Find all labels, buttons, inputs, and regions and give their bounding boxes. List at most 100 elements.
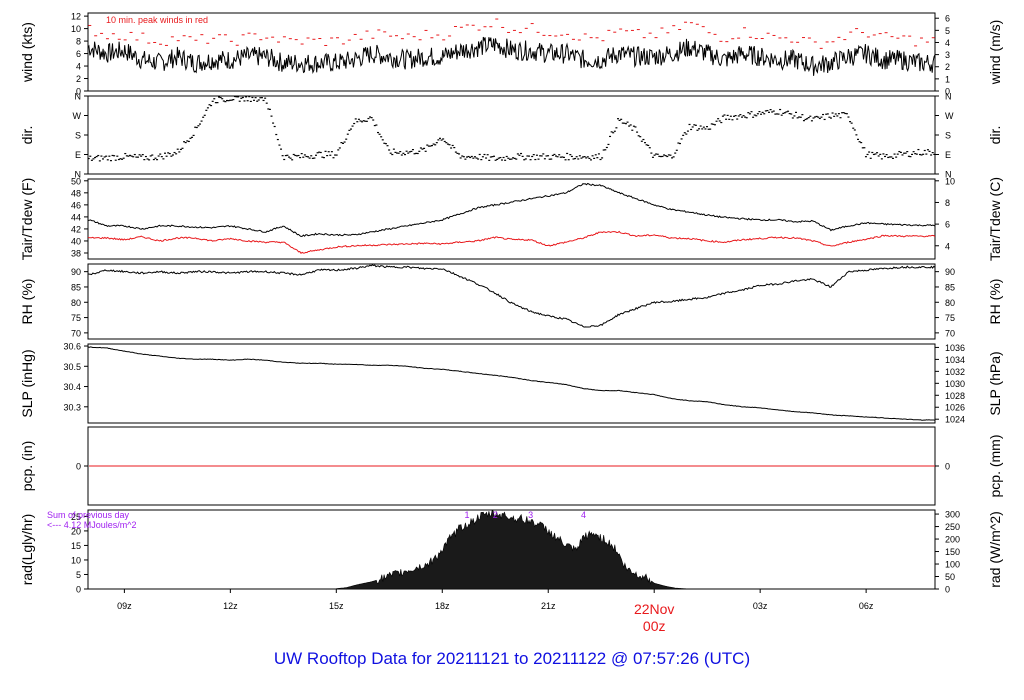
dir-ylabel-left: dir. [19, 126, 35, 145]
rad-left-tick-label: 5 [76, 570, 81, 580]
tair_tdew-left-tick-label: 46 [71, 200, 81, 210]
rh-left-tick-label: 90 [71, 267, 81, 277]
panel-slp: 30.3 30.4 30.5 30.6 1024 1026 1028 1030 1032 1034… [19, 342, 1003, 425]
panel-rh: 70 75 80 85 90 70 75 80 85 90 RH (%) RH (%) [19, 263, 1003, 340]
wind-right-tick-label: 4 [945, 38, 950, 48]
wind-ylabel-left: wind (kts) [19, 22, 35, 83]
wind-series-line [88, 36, 935, 76]
rh-plot [88, 264, 935, 328]
rh-left-tick-label: 75 [71, 313, 81, 323]
wind-left-tick-label: 6 [76, 49, 81, 59]
rad-left-tick-label: 25 [71, 512, 81, 522]
wind-right-tick-label: 3 [945, 50, 950, 60]
rh-left-tick-label: 80 [71, 298, 81, 308]
wind-plot [88, 18, 935, 76]
dir-right-tick-label: S [945, 131, 951, 141]
slp-left-tick-label: 30.4 [63, 382, 81, 392]
dir-ylabel-right: dir. [987, 126, 1003, 145]
wind-frame [87, 12, 936, 92]
slp-right-tick-label: 1032 [945, 367, 965, 377]
slp-right-tick-label: 1024 [945, 415, 965, 425]
dir-right-tick-label: N [945, 170, 952, 180]
rad-peak-label: 3 [528, 510, 533, 520]
slp-left-tick-label: 30.6 [63, 342, 81, 352]
dir-right-tick-label: N [945, 92, 952, 102]
tair_tdew-series-tdew [88, 230, 935, 255]
dir-right-tick-label: W [945, 111, 954, 121]
x-date-label: 22Nov [634, 601, 674, 617]
tair_tdew-ylabel-right: Tair/Tdew (C) [987, 177, 1003, 261]
rad-plot [328, 510, 694, 589]
rad-ylabel-left: rad(Lgly/hr) [19, 514, 35, 586]
rad-series-area [332, 510, 690, 589]
rh-right-tick-label: 70 [945, 328, 955, 338]
tair_tdew-series-tair [88, 182, 935, 238]
rad-left-tick-label: 0 [76, 585, 81, 595]
wind-right-tick-label: 0 [945, 87, 950, 97]
wind-right-tick-label: 5 [945, 26, 950, 36]
dir-left-tick-label: S [75, 131, 81, 141]
wind-ylabel-right: wind (m/s) [987, 20, 1003, 86]
pcp-right-tick-label: 0 [945, 462, 950, 472]
slp-left-tick-label: 30.5 [63, 362, 81, 372]
footer-title: UW Rooftop Data for 20211121 to 20211122… [273, 649, 751, 668]
tair_tdew-plot [88, 182, 935, 255]
slp-right-tick-label: 1036 [945, 343, 965, 353]
wind-left-tick-label: 12 [71, 12, 81, 22]
tair_tdew-left-tick-label: 44 [71, 212, 81, 222]
rad-left-tick-label: 15 [71, 541, 81, 551]
rad-right-tick-label: 150 [945, 547, 960, 557]
wind-annotation: 10 min. peak winds in red [106, 15, 208, 25]
rh-right-tick-label: 85 [945, 282, 955, 292]
rad-annotation-line1: Sum of previous day [47, 510, 130, 520]
rad-annotation-line2: <--- 4.12 MJoules/m^2 [47, 520, 137, 530]
tair_tdew-left-tick-label: 50 [71, 176, 81, 186]
rh-ylabel-left: RH (%) [19, 279, 35, 325]
slp-plot [88, 346, 935, 421]
x-tick-label: 12z [223, 601, 238, 611]
wind-right-tick-label: 2 [945, 62, 950, 72]
rad-ylabel-right: rad (W/m^2) [987, 511, 1003, 588]
dir-left-tick-label: E [75, 150, 81, 160]
wind-left-tick-label: 2 [76, 74, 81, 84]
dir-left-tick-label: N [75, 170, 82, 180]
x-tick-label: 09z [117, 601, 132, 611]
wind-right-tick-label: 6 [945, 14, 950, 24]
rh-ylabel-right: RH (%) [987, 279, 1003, 325]
slp-right-tick-label: 1028 [945, 391, 965, 401]
dir-left-tick-label: W [73, 111, 82, 121]
panel-rad: 0510152025050100150200250300rad(Lgly/hr)… [19, 509, 1003, 595]
slp-ylabel-right: SLP (hPa) [987, 351, 1003, 415]
rh-right-tick-label: 80 [945, 298, 955, 308]
rad-peak-label: 2 [493, 510, 498, 520]
tair_tdew-left-tick-label: 40 [71, 236, 81, 246]
wind-left-tick-label: 0 [76, 87, 81, 97]
rad-left-tick-label: 20 [71, 526, 81, 536]
rad-peak-label: 1 [464, 510, 469, 520]
rad-right-tick-label: 250 [945, 522, 960, 532]
x-tick-label: 15z [329, 601, 344, 611]
slp-right-tick-label: 1030 [945, 379, 965, 389]
tair_tdew-ylabel-left: Tair/Tdew (F) [19, 178, 35, 260]
pcp-left-tick-label: 0 [76, 462, 81, 472]
tair_tdew-left-tick-label: 38 [71, 248, 81, 258]
dir-frame [87, 95, 936, 175]
rad-right-tick-label: 200 [945, 535, 960, 545]
tair_tdew-left-tick-label: 42 [71, 224, 81, 234]
rad-peak-label: 4 [581, 510, 586, 520]
rh-frame [87, 263, 936, 340]
rh-left-tick-label: 70 [71, 328, 81, 338]
wind-right-tick-label: 1 [945, 74, 950, 84]
rad-right-tick-label: 50 [945, 572, 955, 582]
slp-frame [87, 343, 936, 424]
pcp-ylabel-right: pcp. (mm) [987, 435, 1003, 498]
tair_tdew-right-tick-label: 6 [945, 220, 950, 230]
rh-left-tick-label: 85 [71, 282, 81, 292]
x-tick-label: 21z [541, 601, 556, 611]
slp-right-tick-label: 1034 [945, 355, 965, 365]
